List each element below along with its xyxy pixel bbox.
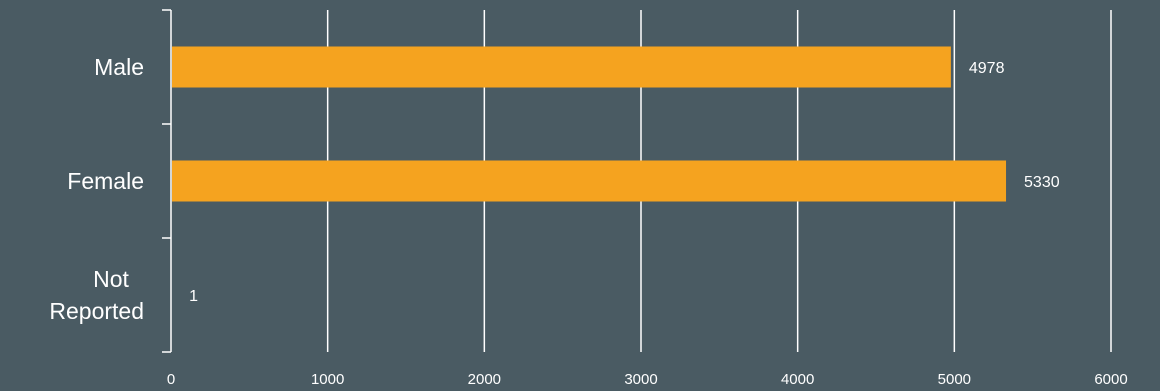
category-label: Female	[67, 168, 144, 194]
bar-male	[172, 46, 951, 88]
x-tick-label: 1000	[311, 371, 344, 388]
x-tick-label: 5000	[938, 371, 971, 388]
x-tick-label: 4000	[781, 371, 814, 388]
labels: 0 1000 2000 3000 4000 5000 6000 4978 Male 5330 Fem…	[49, 54, 1127, 388]
x-tick-label: 3000	[624, 371, 657, 388]
data-label: 1	[189, 288, 198, 305]
data-label: 4978	[969, 60, 1005, 77]
y-axis	[162, 9, 172, 353]
category-label: Male	[94, 54, 144, 80]
bars	[172, 46, 1007, 202]
x-tick-label: 6000	[1094, 371, 1127, 388]
data-label: 5330	[1024, 174, 1060, 191]
bar-female	[172, 160, 1007, 202]
x-tick-label: 0	[167, 371, 175, 388]
category-label: Not Reported	[49, 266, 144, 324]
x-tick-label: 2000	[468, 371, 501, 388]
